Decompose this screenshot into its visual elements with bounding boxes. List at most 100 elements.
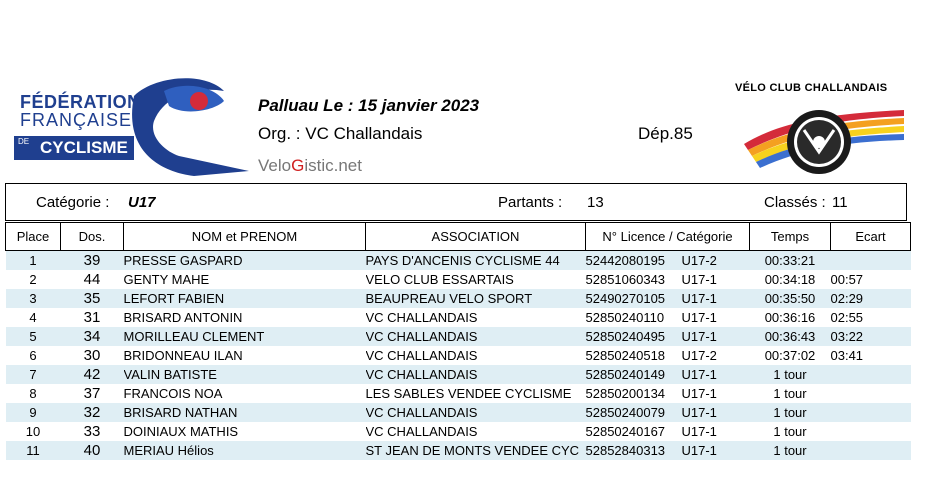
cell-association: VC CHALLANDAIS <box>365 403 586 422</box>
licence-category: U17-2 <box>681 253 717 268</box>
licence-number: 52850200134 <box>585 386 666 401</box>
cell-licence: 52850240110 U17-1 <box>586 308 750 327</box>
cell-licence: 52850240167 U17-1 <box>586 422 750 441</box>
cell-ecart <box>831 384 911 403</box>
table-row: 5 34 MORILLEAU CLEMENT VC CHALLANDAIS 52… <box>5 327 911 346</box>
cell-place: 4 <box>29 310 37 325</box>
cell-ecart <box>830 441 911 460</box>
ffc-logo-de: DE <box>18 137 30 146</box>
cell-time: 00:36:43 <box>749 327 831 346</box>
cell-association: VC CHALLANDAIS <box>365 365 586 384</box>
licence-number: 52852840313 <box>585 443 666 458</box>
cell-place: 7 <box>5 365 61 384</box>
cell-name: DOINIAUX MATHIS <box>123 424 239 439</box>
cell-association: LES SABLES VENDEE CYCLISME <box>365 386 572 401</box>
cell-name: FRANCOIS NOA <box>123 386 223 401</box>
cell-ecart: 02:55 <box>830 310 864 325</box>
header-place: Place <box>5 222 61 251</box>
header-ecart: Ecart <box>830 222 911 251</box>
ffc-logo-line3: CYCLISME <box>14 136 134 160</box>
table-row: 9 32 BRISARD NATHAN VC CHALLANDAIS 52850… <box>5 403 911 422</box>
licence-number: 52850240518 <box>585 348 666 363</box>
cell-ecart <box>830 250 911 270</box>
classes-label: Classés : <box>764 194 826 211</box>
cell-association: VELO CLUB ESSARTAIS <box>365 272 514 287</box>
ffc-logo-line2: FRANÇAISE <box>20 110 133 130</box>
cell-association: BEAUPREAU VELO SPORT <box>365 289 586 308</box>
cell-place: 8 <box>29 386 37 401</box>
cell-dos: 33 <box>83 423 101 440</box>
category-value: U17 <box>128 194 156 211</box>
table-row: 3 35 LEFORT FABIEN BEAUPREAU VELO SPORT … <box>5 289 911 308</box>
cell-time: 00:37:02 <box>764 348 816 363</box>
cell-place: 2 <box>29 272 37 287</box>
ffc-logo: FÉDÉRATION FRANÇAISE CYCLISME DE <box>14 76 249 176</box>
cell-time: 00:34:18 <box>764 272 816 287</box>
cell-association: VC CHALLANDAIS <box>365 310 478 325</box>
cell-dos: 31 <box>83 309 101 326</box>
cell-place: 5 <box>5 327 61 346</box>
cell-time: 1 tour <box>773 424 807 439</box>
cell-time: 1 tour <box>773 386 807 401</box>
cell-time: 00:36:16 <box>764 310 816 325</box>
category-label: Catégorie : <box>36 194 110 211</box>
cell-association: VC CHALLANDAIS <box>365 424 478 439</box>
cell-licence: 52850240495 U17-1 <box>585 327 750 346</box>
cell-name: PRESSE GASPARD <box>123 250 366 270</box>
cell-dos: 34 <box>60 327 124 346</box>
licence-category: U17-1 <box>681 424 717 439</box>
header-dos: Dos. <box>60 222 124 251</box>
table-header-row: Place Dos. NOM et PRENOM ASSOCIATION N° … <box>5 222 911 251</box>
results-table: Place Dos. NOM et PRENOM ASSOCIATION N° … <box>5 222 911 460</box>
cell-place: 6 <box>29 348 37 363</box>
licence-category: U17-1 <box>681 329 717 344</box>
cell-licence: 52442080195 U17-2 <box>585 250 750 270</box>
cell-licence: 52852840313 U17-1 <box>585 441 750 460</box>
ffc-logo-line1: FÉDÉRATION <box>20 92 141 112</box>
cell-dos: 40 <box>60 441 124 460</box>
licence-number: 52851060343 <box>585 272 666 287</box>
licence-category: U17-1 <box>681 367 717 382</box>
cell-ecart <box>830 403 911 422</box>
licence-category: U17-1 <box>681 291 717 306</box>
licence-number: 52490270105 <box>585 291 666 306</box>
cell-time: 1 tour <box>749 365 831 384</box>
licence-number: 52850240110 <box>585 310 665 325</box>
cell-time: 1 tour <box>749 441 831 460</box>
cell-ecart: 03:41 <box>830 348 864 363</box>
cell-licence: 52850240518 U17-2 <box>586 346 750 365</box>
cell-association: ST JEAN DE MONTS VENDEE CYC <box>365 441 586 460</box>
cell-time: 1 tour <box>749 403 831 422</box>
licence-category: U17-1 <box>681 310 717 325</box>
cell-name: GENTY MAHE <box>123 272 210 287</box>
header-time: Temps <box>749 222 831 251</box>
cell-licence: 52850200134 U17-1 <box>586 384 750 403</box>
cell-time: 00:35:50 <box>749 289 831 308</box>
cell-name: BRIDONNEAU ILAN <box>123 348 243 363</box>
cell-dos: 37 <box>83 385 101 402</box>
licence-number: 52850240149 <box>585 367 666 382</box>
results-body: 1 39 PRESSE GASPARD PAYS D'ANCENIS CYCLI… <box>5 250 911 460</box>
partants-value: 13 <box>587 194 604 211</box>
table-row: 8 37 FRANCOIS NOA LES SABLES VENDEE CYCL… <box>6 384 911 403</box>
cell-place: 11 <box>5 441 61 460</box>
cell-dos: 42 <box>60 365 124 384</box>
classes-value: 11 <box>832 194 848 211</box>
table-row: 11 40 MERIAU Hélios ST JEAN DE MONTS VEN… <box>5 441 911 460</box>
licence-number: 52850240079 <box>585 405 666 420</box>
table-row: 7 42 VALIN BATISTE VC CHALLANDAIS 528502… <box>5 365 911 384</box>
table-row: 10 33 DOINIAUX MATHIS VC CHALLANDAIS 528… <box>6 422 911 441</box>
cell-dos: 39 <box>60 250 124 270</box>
velogistic-link[interactable]: VeloGistic.net <box>258 156 362 176</box>
licence-number: 52850240167 <box>585 424 666 439</box>
cell-licence: 52850240079 U17-1 <box>585 403 750 422</box>
licence-category: U17-1 <box>681 443 717 458</box>
licence-number: 52850240495 <box>585 329 666 344</box>
cell-name: LEFORT FABIEN <box>123 289 366 308</box>
event-dep: Dép.85 <box>638 124 693 143</box>
cell-dos: 30 <box>83 347 101 364</box>
licence-category: U17-2 <box>681 348 717 363</box>
licence-category: U17-1 <box>681 386 717 401</box>
cell-ecart: 03:22 <box>830 327 911 346</box>
club-logo-icon <box>744 110 904 174</box>
